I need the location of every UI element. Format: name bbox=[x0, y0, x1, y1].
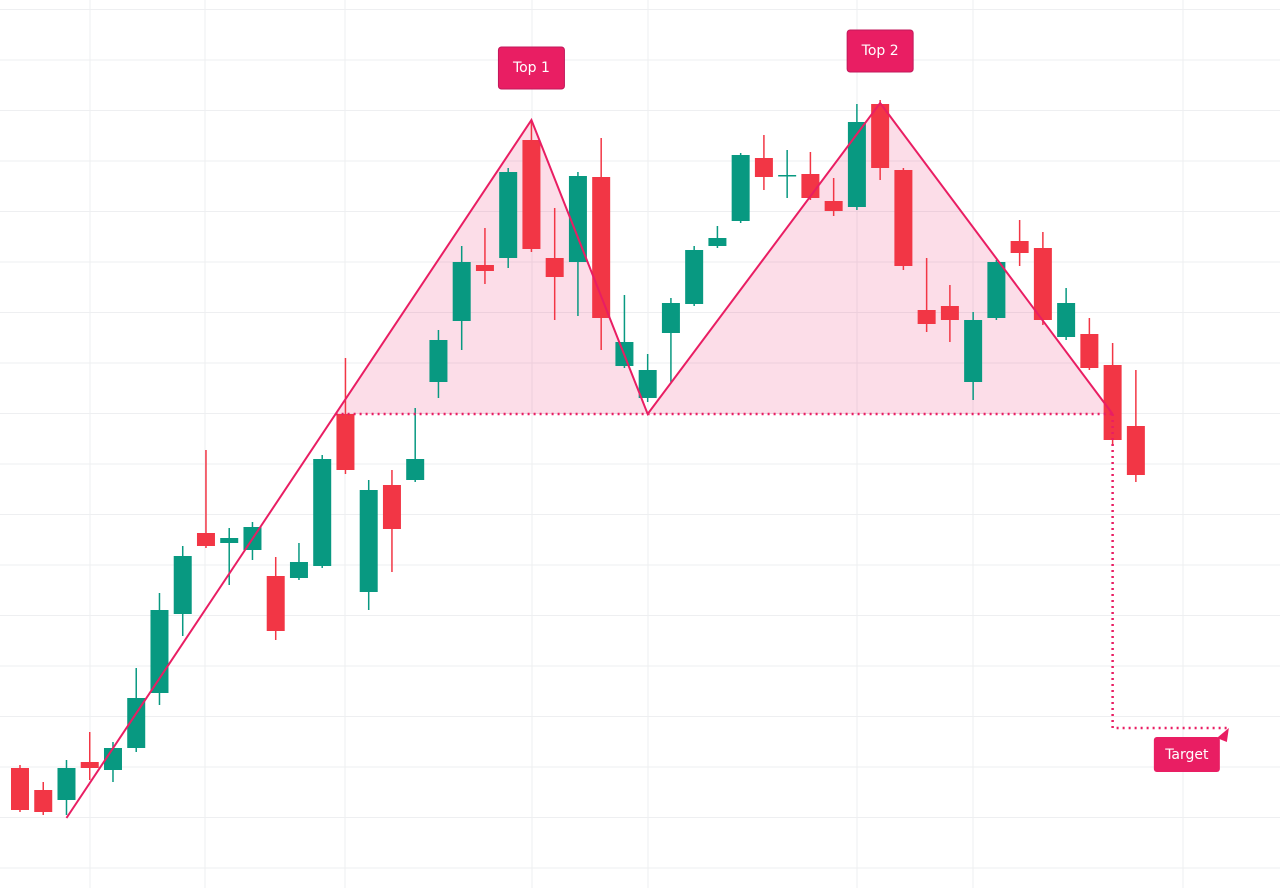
candle-body bbox=[754, 158, 773, 177]
candle-body bbox=[336, 414, 355, 470]
candle-body bbox=[824, 201, 843, 211]
candle-body bbox=[313, 459, 332, 566]
candle-body bbox=[1126, 426, 1145, 475]
candle-body bbox=[871, 104, 890, 168]
candle-body bbox=[266, 576, 285, 631]
label-box bbox=[1153, 737, 1220, 772]
candle-body bbox=[1010, 241, 1029, 253]
pattern-line bbox=[65, 101, 1114, 819]
candle-body bbox=[57, 768, 76, 800]
candle-body bbox=[987, 262, 1006, 318]
candle-body bbox=[1057, 303, 1076, 337]
candle-body bbox=[475, 265, 494, 271]
candle-body bbox=[685, 250, 704, 304]
candle-body bbox=[940, 306, 959, 320]
candle-body bbox=[917, 310, 936, 324]
candle-body bbox=[499, 172, 518, 258]
candle-body bbox=[452, 262, 471, 321]
label-text: Top 1 bbox=[512, 60, 550, 76]
candle-body bbox=[34, 790, 53, 812]
label-box bbox=[846, 29, 914, 73]
candle-body bbox=[382, 485, 401, 529]
candle-body bbox=[568, 176, 587, 262]
candle-body bbox=[150, 610, 169, 693]
vertical-grid bbox=[89, 0, 1184, 888]
candle-body bbox=[731, 155, 750, 221]
candle-body bbox=[964, 320, 983, 382]
candle-body bbox=[638, 370, 657, 398]
candle-body bbox=[847, 122, 866, 207]
candle-body bbox=[196, 533, 215, 546]
candle-body bbox=[406, 459, 425, 480]
candle-body bbox=[80, 762, 99, 768]
candle-body bbox=[1103, 365, 1122, 440]
candle-body bbox=[522, 140, 541, 249]
candle-body bbox=[173, 556, 192, 614]
candle-body bbox=[10, 768, 29, 810]
candle-body bbox=[1033, 248, 1052, 320]
label-box bbox=[497, 46, 565, 90]
candle-body bbox=[661, 303, 680, 333]
candle-body bbox=[778, 175, 797, 177]
target-line bbox=[1111, 414, 1229, 730]
candle-body bbox=[1080, 334, 1099, 368]
candle-body bbox=[220, 538, 239, 543]
candle-body bbox=[894, 170, 913, 266]
candle-body bbox=[127, 698, 146, 748]
label-text: Target bbox=[1164, 747, 1209, 763]
label-text: Top 2 bbox=[861, 43, 899, 59]
candle-body bbox=[429, 340, 448, 382]
candle-body bbox=[359, 490, 378, 592]
candle-body bbox=[289, 562, 308, 578]
candle-body bbox=[708, 238, 727, 246]
candle-body bbox=[545, 258, 564, 277]
candle-body bbox=[801, 174, 820, 198]
label-pointer bbox=[1216, 728, 1229, 742]
